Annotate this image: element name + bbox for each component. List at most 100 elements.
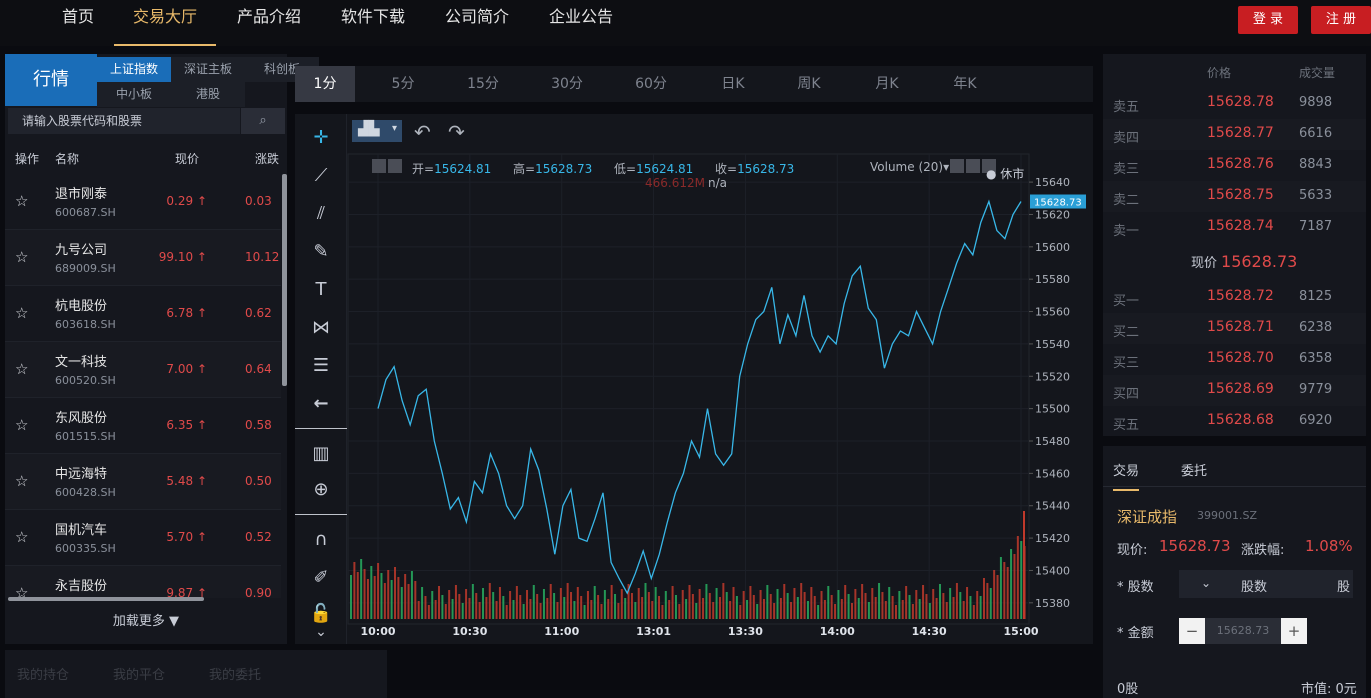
nav-about[interactable]: 公司简介	[444, 7, 509, 26]
tab-sz-main[interactable]: 深证主板	[171, 57, 245, 82]
tab-hk[interactable]: 港股	[171, 82, 245, 107]
stock-row[interactable]: ☆ 东风股份 601515.SH 6.35 ↑ 0.58	[5, 398, 281, 454]
book-qty: 9779	[1299, 382, 1333, 397]
line-tool-icon[interactable]: ⟋	[314, 165, 328, 186]
period-year[interactable]: 年K	[953, 76, 977, 92]
bids-row[interactable]: 买五 15628.68 6920	[1103, 406, 1366, 437]
period-30m[interactable]: 30分	[551, 76, 583, 92]
lock-icon[interactable]: 🔓	[309, 603, 333, 624]
asks-row[interactable]: 卖四 15628.77 6616	[1103, 119, 1366, 150]
book-qty: 8125	[1299, 289, 1333, 304]
text-icon[interactable]: T	[315, 279, 327, 300]
nav-home[interactable]: 首页	[61, 7, 94, 26]
stock-row[interactable]: ☆ 中远海特 600428.SH 5.48 ↑ 0.50	[5, 454, 281, 510]
list-hscrollbar[interactable]	[8, 597, 204, 601]
book-price: 15628.78	[1207, 94, 1274, 110]
bids-row[interactable]: 买三 15628.70 6358	[1103, 344, 1366, 375]
stock-name: 永吉股份	[55, 579, 108, 594]
tab-trade[interactable]: 交易	[1113, 460, 1140, 491]
stock-row[interactable]: ☆ 退市刚泰 600687.SH 0.29 ↑ 0.03	[5, 174, 281, 230]
volume-bar	[526, 590, 529, 619]
plus-icon[interactable]: +	[1281, 618, 1307, 644]
period-week[interactable]: 周K	[797, 76, 821, 92]
volume-label[interactable]: Volume (20)▾	[870, 160, 950, 174]
star-icon[interactable]: ☆	[15, 584, 29, 598]
price-chart[interactable]: 15640 15620 15600 15580 15560 15540 15520 15500…	[295, 114, 1093, 644]
volume-bar	[380, 573, 383, 619]
chart-type-button[interactable]: ▟▙ ▾	[352, 120, 402, 142]
asks-row[interactable]: 卖三 15628.76 8843	[1103, 150, 1366, 181]
stock-row[interactable]: ☆ 杭电股份 603618.SH 6.78 ↑ 0.62	[5, 286, 281, 342]
magnet-icon[interactable]: ∩	[314, 529, 328, 550]
volume-bar	[610, 585, 613, 619]
asks-row[interactable]: 卖五 15628.78 9898	[1103, 88, 1366, 119]
parallel-line-icon[interactable]: ⫽	[316, 203, 326, 224]
search-icon[interactable]: ⌕	[241, 108, 285, 134]
minus-icon[interactable]: −	[1179, 618, 1205, 644]
tab-my-orders[interactable]: 我的委托	[209, 668, 262, 683]
stock-row[interactable]: ☆ 永吉股份 9.87 ↑ 0.90	[5, 566, 281, 598]
star-icon[interactable]: ☆	[15, 304, 29, 322]
lock-pen-icon[interactable]: ✐	[313, 567, 329, 588]
list-scrollbar[interactable]	[282, 174, 287, 386]
period-60m[interactable]: 60分	[635, 76, 667, 92]
legend-settings-icon[interactable]	[372, 158, 406, 173]
asks-row[interactable]: 卖二 15628.75 5633	[1103, 181, 1366, 212]
redo-icon[interactable]: ↷	[448, 120, 465, 144]
star-icon[interactable]: ☆	[15, 192, 29, 210]
nav-announcements[interactable]: 企业公告	[548, 7, 613, 26]
nav-download[interactable]: 软件下载	[340, 7, 405, 26]
volume-bar	[678, 604, 681, 619]
volume-bar	[566, 583, 569, 619]
bids-row[interactable]: 买四 15628.69 9779	[1103, 375, 1366, 406]
volume-bar	[823, 600, 826, 619]
amount-value[interactable]: 15628.73	[1216, 624, 1270, 637]
candles-icon[interactable]: ▥	[312, 443, 330, 464]
undo-icon[interactable]: ↶	[414, 120, 431, 144]
shares-select[interactable]: ⌄ 股数 股	[1179, 570, 1353, 598]
bids-row[interactable]: 买二 15628.71 6238	[1103, 313, 1366, 344]
back-arrow-icon[interactable]: ←	[313, 393, 329, 414]
star-icon[interactable]: ☆	[15, 416, 29, 434]
fib-icon[interactable]: ☰	[312, 355, 330, 376]
tab-my-positions[interactable]: 我的持仓	[17, 668, 70, 683]
star-icon[interactable]: ☆	[15, 528, 29, 546]
crosshair-icon[interactable]: ✛	[313, 127, 329, 148]
tab-sme[interactable]: 中小板	[97, 82, 171, 107]
tab-entrust[interactable]: 委托	[1181, 464, 1208, 479]
stock-row[interactable]: ☆ 文一科技 600520.SH 7.00 ↑ 0.64	[5, 342, 281, 398]
brush-icon[interactable]: ✎	[313, 241, 329, 262]
stock-row[interactable]: ☆ 九号公司 689009.SH 99.10 ↑ 10.12	[5, 230, 281, 286]
zoom-in-icon[interactable]: ⊕	[313, 479, 329, 500]
pattern-icon[interactable]: ⋈	[312, 317, 330, 338]
x-tick-label: 11:00	[544, 625, 579, 638]
nav-products[interactable]: 产品介绍	[236, 7, 301, 26]
register-button[interactable]: 注 册	[1311, 6, 1371, 34]
volume-bar	[776, 589, 779, 619]
asks-row[interactable]: 卖一 15628.74 7187	[1103, 212, 1366, 243]
load-more-button[interactable]: 加载更多 ▼	[112, 614, 180, 629]
chevron-down-icon[interactable]: ⌄	[315, 624, 327, 640]
period-5m[interactable]: 5分	[391, 76, 415, 92]
amount-stepper[interactable]: − 15628.73 +	[1179, 618, 1307, 644]
bids-row[interactable]: 买一 15628.72 8125	[1103, 282, 1366, 313]
period-day[interactable]: 日K	[721, 76, 745, 92]
period-15m[interactable]: 15分	[467, 76, 499, 92]
tab-my-closed[interactable]: 我的平仓	[113, 668, 166, 683]
period-1m[interactable]: 1分	[295, 66, 355, 102]
volume-bar	[739, 605, 742, 619]
login-button[interactable]: 登 录	[1238, 6, 1298, 34]
volume-bar	[607, 599, 610, 619]
tab-sh-index[interactable]: 上证指数	[97, 57, 171, 82]
stock-row[interactable]: ☆ 国机汽车 600335.SH 5.70 ↑ 0.52	[5, 510, 281, 566]
star-icon[interactable]: ☆	[15, 472, 29, 490]
volume-bar	[901, 600, 904, 619]
star-icon[interactable]: ☆	[15, 248, 29, 266]
stock-search-input[interactable]: 请输入股票代码和股票	[8, 108, 240, 134]
period-month[interactable]: 月K	[875, 76, 899, 92]
volume-settings-icon[interactable]	[950, 158, 1000, 173]
volume-bar	[627, 584, 630, 619]
market-panel: 行情 上证指数 深证主板 科创板 中小板 港股 请输入股票代码和股票 ⌕ 操作 …	[5, 54, 319, 644]
nav-trading-hall[interactable]: 交易大厅	[114, 0, 216, 46]
star-icon[interactable]: ☆	[15, 360, 29, 378]
